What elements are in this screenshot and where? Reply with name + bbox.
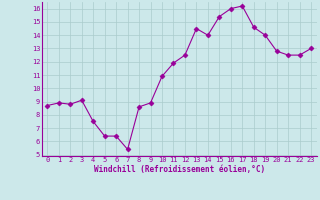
X-axis label: Windchill (Refroidissement éolien,°C): Windchill (Refroidissement éolien,°C) (94, 165, 265, 174)
